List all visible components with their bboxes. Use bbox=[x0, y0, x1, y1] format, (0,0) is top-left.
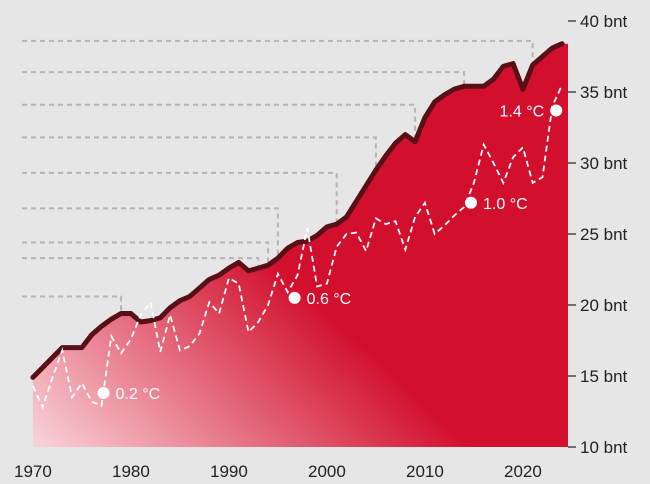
y-tick-label: 20 bnt bbox=[580, 296, 628, 315]
annotation-marker bbox=[465, 196, 477, 209]
guide-line bbox=[22, 71, 466, 87]
x-axis: 1970 1980 1990 2000 2010 2020 bbox=[14, 462, 542, 481]
x-tick-label: 1980 bbox=[112, 462, 150, 481]
annotation-marker bbox=[97, 387, 110, 399]
annotation-label: 1.4 °C bbox=[500, 104, 545, 121]
x-tick-label: 2020 bbox=[504, 462, 542, 481]
guide-line bbox=[22, 136, 377, 171]
guide-line bbox=[22, 207, 279, 259]
annotation-label: 0.6 °C bbox=[307, 291, 352, 308]
y-tick-label: 30 bnt bbox=[580, 154, 628, 173]
guide-lines bbox=[22, 39, 534, 314]
y-tick-label: 35 bnt bbox=[580, 83, 628, 102]
guide-line bbox=[22, 241, 270, 266]
guide-line bbox=[22, 39, 534, 65]
guide-line bbox=[22, 257, 260, 269]
x-tick-label: 1990 bbox=[210, 462, 248, 481]
guide-line bbox=[22, 103, 417, 142]
y-tick-label: 40 bnt bbox=[580, 12, 628, 31]
x-tick-label: 2000 bbox=[308, 462, 346, 481]
guide-line bbox=[22, 295, 123, 314]
y-tick-label: 15 bnt bbox=[580, 367, 628, 386]
emissions-line bbox=[30, 41, 565, 380]
temperature-line bbox=[32, 84, 563, 410]
emissions-area bbox=[32, 43, 568, 447]
annotation-label: 1.0 °C bbox=[483, 196, 528, 213]
y-tick-label: 10 bnt bbox=[580, 438, 628, 457]
guide-line bbox=[22, 171, 338, 225]
x-tick-label: 1970 bbox=[14, 462, 52, 481]
y-tick-label: 25 bnt bbox=[580, 225, 628, 244]
annotation-marker bbox=[550, 104, 563, 117]
y-axis: 10 bnt 15 bnt 20 bnt 25 bnt 30 bnt 35 bnt 40 b… bbox=[568, 12, 628, 457]
x-tick-label: 2010 bbox=[406, 462, 444, 481]
annotation-marker bbox=[288, 291, 301, 304]
temperature-annotations: 0.2 °C 0.6 °C 1.0 °C 1.4 °C bbox=[97, 104, 563, 403]
annotation-label: 0.2 °C bbox=[116, 386, 161, 403]
